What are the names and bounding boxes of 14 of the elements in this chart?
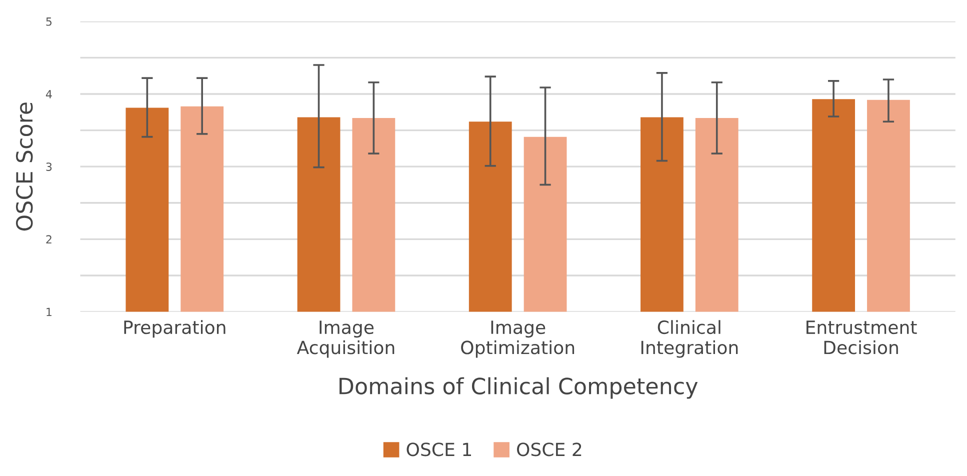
x-tick-label: Image Optimization (461, 320, 574, 358)
y-tick-label: 5 (46, 18, 52, 26)
x-tick-label: Image Acquisition (296, 320, 394, 358)
legend-label: OSCE 1 (406, 442, 471, 456)
y-tick-label: 4 (46, 90, 52, 98)
x-tick-label: Clinical Integration (641, 320, 738, 358)
y-tick-label: 3 (46, 162, 52, 171)
y-tick-label: 2 (46, 235, 52, 244)
x-tick-label: Preparation (124, 320, 226, 338)
x-tick-label: Entrustment Decision (806, 320, 917, 354)
x-axis-title: Domains of Clinical Competency (340, 377, 698, 399)
legend-label: OSCE 2 (517, 442, 582, 456)
y-axis-title: OSCE Score (16, 102, 33, 231)
y-tick-label: 1 (46, 308, 52, 316)
